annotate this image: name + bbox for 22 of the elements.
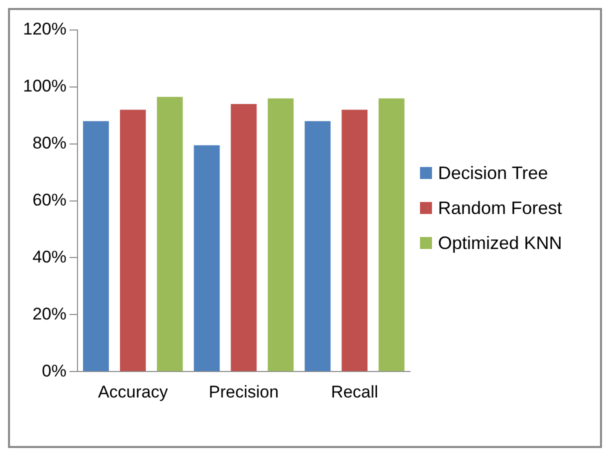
bar [268, 98, 294, 372]
bar [156, 96, 183, 372]
bar [230, 104, 257, 372]
bar [83, 121, 109, 372]
y-tick-label: 80% [32, 134, 66, 153]
bar [342, 110, 368, 372]
y-tick-label: 20% [32, 304, 66, 324]
legend-label: Optimized KNN [438, 232, 562, 254]
y-tick-label: 100% [22, 76, 66, 96]
x-tick-label: Accuracy [98, 382, 168, 402]
legend-label: Random Forest [438, 198, 562, 218]
bar [120, 110, 146, 372]
bar [194, 145, 220, 372]
x-tick-label: Precision [208, 382, 279, 402]
x-tick-label: Recall [330, 382, 378, 402]
bar [378, 98, 404, 372]
bar [304, 121, 331, 372]
y-tick-label: 60% [32, 190, 66, 210]
y-tick-label: 0% [42, 361, 66, 380]
y-tick-label: 40% [32, 247, 66, 266]
y-tick-label: 120% [22, 20, 66, 39]
legend-label: Decision Tree [438, 162, 548, 184]
